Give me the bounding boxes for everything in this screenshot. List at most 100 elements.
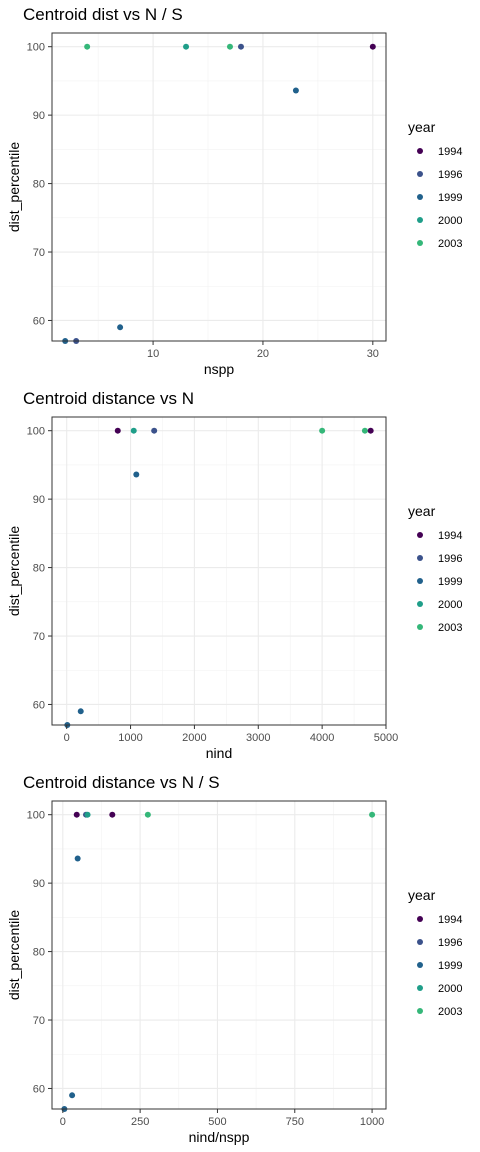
legend-key-1999 <box>417 194 423 200</box>
chart-panel-3: 0 250 500 750 1000 60 70 80 90 100 Centroid distan… <box>0 768 480 1152</box>
chart-panel-1: 10 20 30 60 70 80 90 100 Centroid dist vs N / S n… <box>0 0 480 384</box>
x-tick-label: 0 <box>64 732 70 744</box>
x-tick-label: 30 <box>367 348 379 360</box>
data-point <box>117 324 124 331</box>
y-tick-label: 60 <box>33 1083 45 1095</box>
legend-title: year <box>408 503 436 519</box>
data-point <box>84 43 91 50</box>
y-tick-label: 70 <box>33 631 45 643</box>
data-point <box>367 427 374 434</box>
y-axis-title: dist_percentile <box>6 142 22 232</box>
legend-label-2000: 2000 <box>438 983 462 995</box>
x-tick-label: 10 <box>147 348 159 360</box>
scatter-chart-nspp: 10 20 30 60 70 80 90 100 Centroid dist vs N / S n… <box>6 5 462 377</box>
data-point <box>109 811 116 818</box>
major-gridlines <box>52 801 386 1109</box>
data-points <box>64 427 374 728</box>
data-points <box>61 811 376 1112</box>
y-tick-label: 90 <box>33 878 45 890</box>
legend-label-1996: 1996 <box>438 553 462 565</box>
y-tick-label: 70 <box>33 247 45 259</box>
data-point <box>226 43 233 50</box>
legend-key-2000 <box>417 601 423 607</box>
data-point <box>133 471 140 478</box>
legend-label-1999: 1999 <box>438 960 462 972</box>
x-tick-label: 3000 <box>246 732 270 744</box>
x-tick-label: 1000 <box>118 732 142 744</box>
data-point <box>84 811 91 818</box>
minor-gridlines <box>52 417 386 725</box>
x-tick-label: 2000 <box>182 732 206 744</box>
x-tick-label: 750 <box>286 1116 304 1128</box>
legend-key-1999 <box>417 578 423 584</box>
x-axis-title: nind <box>206 745 232 761</box>
x-tick-label: 0 <box>60 1116 66 1128</box>
minor-gridlines <box>52 801 386 1109</box>
data-point <box>151 427 158 434</box>
x-tick-label: 20 <box>257 348 269 360</box>
legend-label-1999: 1999 <box>438 192 462 204</box>
x-tick-label: 250 <box>131 1116 149 1128</box>
legend-label-2003: 2003 <box>438 238 462 250</box>
legend-label-2000: 2000 <box>438 215 462 227</box>
legend-label-1994: 1994 <box>438 914 462 926</box>
y-axis-title: dist_percentile <box>6 526 22 616</box>
x-axis-title: nind/nspp <box>189 1129 250 1145</box>
data-point <box>130 427 137 434</box>
legend-key-1999 <box>417 962 423 968</box>
legend-label-1994: 1994 <box>438 530 462 542</box>
x-tick-label: 4000 <box>310 732 334 744</box>
y-tick-label: 80 <box>33 179 45 191</box>
chart-panel-2: 0 1000 2000 3000 4000 5000 60 70 80 90 100 Centroid… <box>0 384 480 768</box>
data-point <box>74 855 81 862</box>
legend-key-1994 <box>417 148 423 154</box>
plot-background <box>52 801 386 1109</box>
x-tick-label: 500 <box>208 1116 226 1128</box>
legend-label-1999: 1999 <box>438 576 462 588</box>
y-tick-label: 70 <box>33 1015 45 1027</box>
legend-title: year <box>408 887 436 903</box>
data-point <box>369 811 376 818</box>
chart-title: Centroid distance vs N <box>23 389 194 408</box>
data-point <box>319 427 326 434</box>
data-point <box>237 43 244 50</box>
minor-gridlines <box>52 33 386 341</box>
y-tick-label: 100 <box>27 426 45 438</box>
data-point <box>69 1092 76 1099</box>
data-point <box>73 811 80 818</box>
legend-key-1994 <box>417 532 423 538</box>
y-axis-title: dist_percentile <box>6 910 22 1000</box>
data-point <box>369 43 376 50</box>
data-point <box>114 427 121 434</box>
plot-border <box>51 800 387 1110</box>
y-tick-label: 100 <box>27 810 45 822</box>
y-tick-label: 60 <box>33 315 45 327</box>
major-gridlines <box>52 33 386 341</box>
legend-key-2000 <box>417 985 423 991</box>
y-tick-label: 60 <box>33 699 45 711</box>
y-tick-label: 80 <box>33 563 45 575</box>
x-tick-label: 1000 <box>360 1116 384 1128</box>
legend-key-1994 <box>417 916 423 922</box>
chart-title: Centroid dist vs N / S <box>23 5 183 24</box>
data-point <box>77 708 84 715</box>
legend-key-2003 <box>417 624 423 630</box>
legend-key-2003 <box>417 240 423 246</box>
y-tick-label: 90 <box>33 494 45 506</box>
legend-label-2003: 2003 <box>438 622 462 634</box>
scatter-chart-nind-per-nspp: 0 250 500 750 1000 60 70 80 90 100 Centroid distan… <box>6 773 462 1145</box>
legend-key-2000 <box>417 217 423 223</box>
legend-label-1996: 1996 <box>438 169 462 181</box>
data-points <box>62 43 376 344</box>
legend-label-1994: 1994 <box>438 146 462 158</box>
data-point <box>144 811 151 818</box>
legend-key-2003 <box>417 1008 423 1014</box>
scatter-chart-nind: 0 1000 2000 3000 4000 5000 60 70 80 90 100 Centroid… <box>6 389 462 761</box>
data-point <box>292 87 299 94</box>
data-point <box>361 427 368 434</box>
x-tick-label: 5000 <box>374 732 398 744</box>
x-axis-title: nspp <box>204 361 235 377</box>
plot-background <box>52 417 386 725</box>
